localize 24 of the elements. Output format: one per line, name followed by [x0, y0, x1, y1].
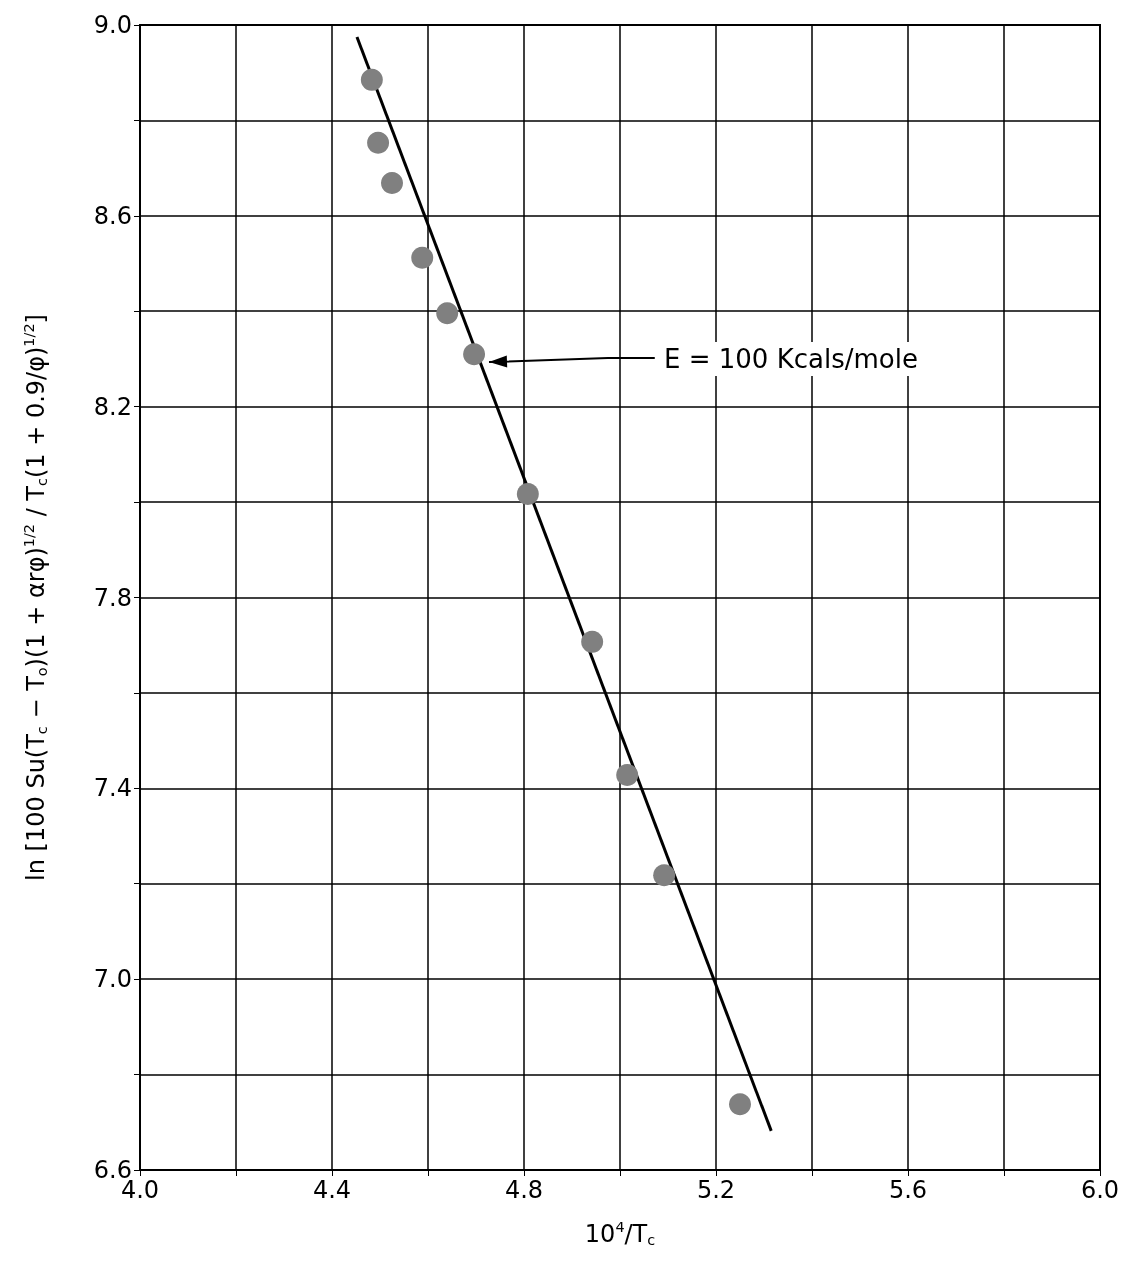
y-tick-label: 7.0: [93, 965, 132, 994]
x-tick-label: 5.6: [888, 1176, 928, 1204]
y-tick-label: 8.2: [93, 392, 132, 421]
point: [360, 68, 383, 91]
x-tick-label: 4.8: [504, 1176, 544, 1204]
point: [367, 131, 390, 154]
x-tick-label: 4.4: [312, 1176, 352, 1204]
x-tick-label: 5.2: [696, 1176, 736, 1204]
point: [463, 343, 486, 366]
y-tick-label: 8.6: [93, 201, 132, 230]
annotation: E = 100 Kcals/mole: [660, 342, 922, 376]
text: ln [100 Su(Tc − To)(1 + αrφ)1/2 / Tc(1 + 0.9/φ)1/2]: [20, 314, 50, 881]
point: [411, 246, 434, 269]
point: [516, 482, 539, 505]
point: [436, 302, 459, 325]
y-tick-label: 9.0: [93, 11, 132, 39]
point: [616, 763, 639, 786]
point: [581, 630, 604, 653]
point: [381, 171, 403, 194]
point: [729, 1093, 751, 1116]
x-tick-label: 6.0: [1080, 1176, 1120, 1204]
y-tick-label: 7.4: [93, 774, 132, 803]
y-tick-label: 7.8: [93, 583, 132, 612]
point: [653, 864, 676, 887]
